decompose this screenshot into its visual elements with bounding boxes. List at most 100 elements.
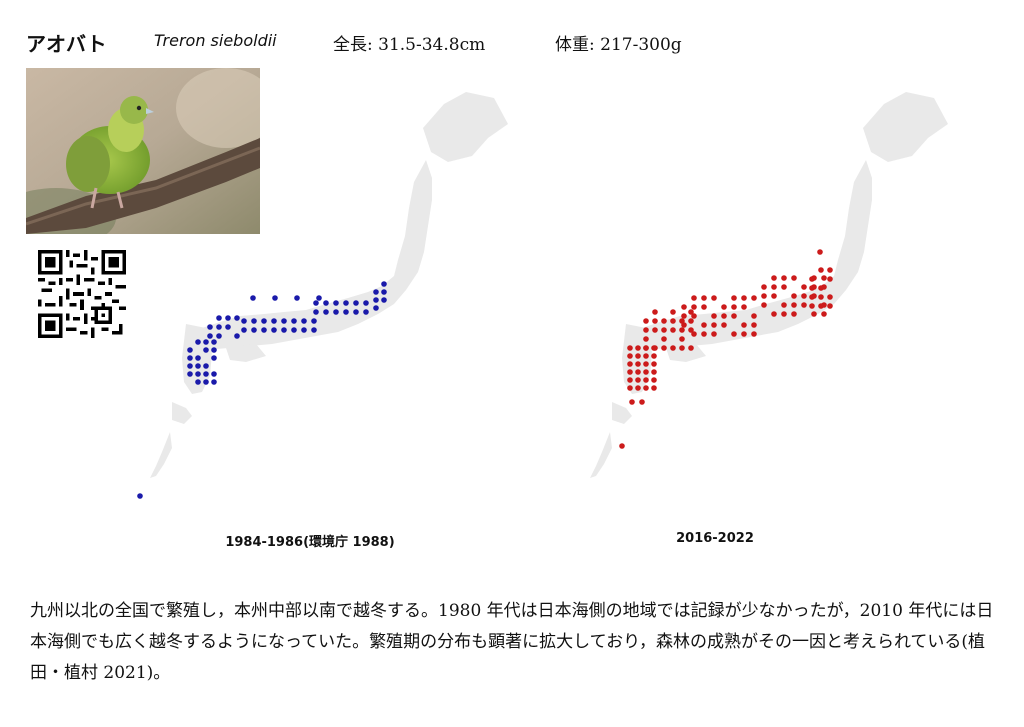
distribution-dot	[203, 379, 209, 385]
distribution-dot	[670, 309, 676, 315]
distribution-dot	[652, 345, 658, 351]
distribution-dot	[670, 345, 676, 351]
distribution-dot	[313, 309, 319, 315]
distribution-dot	[651, 361, 657, 367]
distribution-dot	[681, 304, 687, 310]
distribution-dot	[635, 377, 641, 383]
distribution-dot	[187, 371, 193, 377]
distribution-dot	[679, 327, 685, 333]
distribution-dot	[691, 304, 697, 310]
distribution-dot	[373, 289, 379, 295]
distribution-dot	[651, 353, 657, 359]
distribution-dot	[627, 353, 633, 359]
distribution-dot	[241, 327, 247, 333]
distribution-dot	[627, 377, 633, 383]
distribution-dot	[781, 284, 787, 290]
body-weight-label: 体重:	[555, 35, 595, 55]
distribution-dot	[751, 322, 757, 328]
distribution-dot	[781, 311, 787, 317]
distribution-dot	[619, 443, 625, 449]
distribution-dot	[761, 302, 767, 308]
distribution-dot	[801, 293, 807, 299]
distribution-dot	[381, 289, 387, 295]
distribution-dot	[818, 303, 824, 309]
distribution-dot	[827, 267, 833, 273]
distribution-dot	[643, 361, 649, 367]
distribution-dot	[817, 249, 823, 255]
distribution-dot	[234, 315, 240, 321]
distribution-dot	[363, 300, 369, 306]
distribution-dot	[207, 324, 213, 330]
distribution-dot	[195, 371, 201, 377]
distribution-dot	[818, 294, 824, 300]
distribution-dot	[137, 493, 143, 499]
distribution-dot	[741, 331, 747, 337]
distribution-dot	[281, 327, 287, 333]
distribution-dot	[353, 300, 359, 306]
distribution-dot	[316, 295, 322, 301]
distribution-dot	[643, 377, 649, 383]
distribution-dot	[652, 327, 658, 333]
distribution-dot	[771, 284, 777, 290]
distribution-dot	[272, 295, 278, 301]
distribution-dot	[203, 371, 209, 377]
distribution-dot	[203, 347, 209, 353]
distribution-dot	[333, 300, 339, 306]
distribution-dot	[635, 345, 641, 351]
distribution-dot	[821, 275, 827, 281]
distribution-dot	[187, 363, 193, 369]
distribution-dot	[791, 311, 797, 317]
distribution-dot	[343, 300, 349, 306]
distribution-dot	[195, 379, 201, 385]
distribution-dot	[751, 331, 757, 337]
distribution-dot	[281, 318, 287, 324]
distribution-dot	[207, 333, 213, 339]
distribution-dot	[261, 318, 267, 324]
distribution-dot	[251, 327, 257, 333]
distribution-dot	[688, 309, 694, 315]
distribution-dot	[216, 333, 222, 339]
distribution-dot	[741, 304, 747, 310]
distribution-dot	[291, 327, 297, 333]
map-caption-1984-1986: 1984-1986(環境庁 1988)	[225, 535, 395, 550]
distribution-dot	[827, 276, 833, 282]
distribution-dot	[751, 295, 757, 301]
distribution-map-1984-1986	[137, 92, 508, 499]
distribution-dot	[211, 339, 217, 345]
distribution-dot	[323, 300, 329, 306]
distribution-dot	[627, 385, 633, 391]
distribution-dot	[651, 377, 657, 383]
distribution-dot	[652, 318, 658, 324]
distribution-dot	[651, 385, 657, 391]
distribution-dot	[809, 294, 815, 300]
distribution-dot	[731, 295, 737, 301]
distribution-dot	[791, 293, 797, 299]
distribution-dot	[294, 295, 300, 301]
distribution-dot	[195, 355, 201, 361]
distribution-dot	[688, 318, 694, 324]
distribution-dot	[661, 336, 667, 342]
distribution-dot	[343, 309, 349, 315]
distribution-dot	[373, 297, 379, 303]
distribution-dot	[809, 276, 815, 282]
distribution-dot	[381, 281, 387, 287]
distribution-dot	[639, 399, 645, 405]
body-weight-value: 217-300g	[600, 35, 682, 55]
distribution-dot	[643, 336, 649, 342]
distribution-dot	[311, 327, 317, 333]
distribution-dot	[670, 327, 676, 333]
distribution-dot	[651, 369, 657, 375]
distribution-dot	[187, 347, 193, 353]
distribution-dot	[635, 361, 641, 367]
distribution-dot	[211, 371, 217, 377]
distribution-dot	[761, 293, 767, 299]
distribution-dot	[643, 385, 649, 391]
distribution-dot	[771, 311, 777, 317]
distribution-dot	[211, 355, 217, 361]
distribution-dot	[203, 339, 209, 345]
distribution-dot	[688, 327, 694, 333]
distribution-dot	[721, 322, 727, 328]
qr-code-icon[interactable]	[38, 250, 126, 338]
distribution-map-2016-2022	[590, 92, 948, 478]
distribution-dot	[809, 285, 815, 291]
